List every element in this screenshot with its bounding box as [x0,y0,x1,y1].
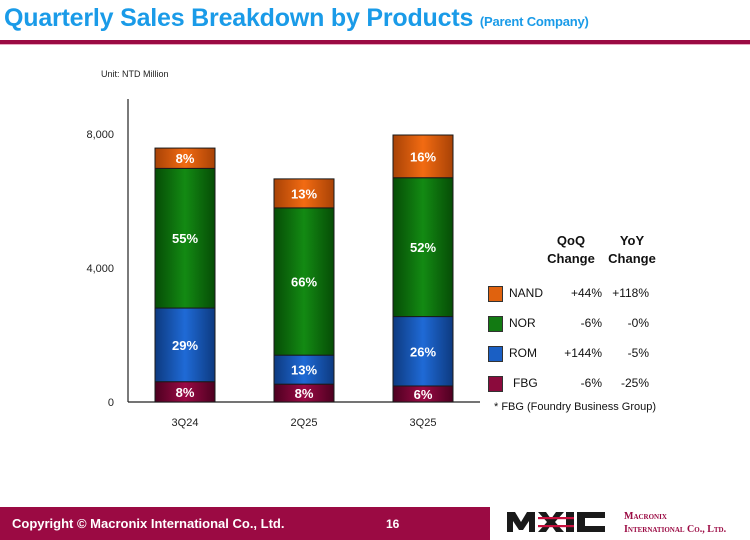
title-main: Quarterly Sales Breakdown by Products [4,4,474,32]
legend-yoy: +118% [612,286,649,300]
bar-segment-rom-2q25 [273,354,335,385]
x-tick-label: 3Q25 [410,417,437,429]
data-label: 66% [291,275,317,290]
legend-name: ROM [509,346,537,360]
legend-qoq: +44% [570,286,602,300]
qoq-header: QoQ Change [541,232,601,268]
bar-segment-nand-2q25 [273,178,335,209]
data-label: 8% [176,151,195,166]
qoq-header-line2: Change [547,251,595,266]
bar-segment-nand-3q24 [154,147,216,169]
x-tick-label: 2Q25 [291,417,318,429]
mxic-logo-icon [507,512,605,532]
yoy-header-line1: YoY [619,233,645,248]
bar-segment-nor-3q24 [154,167,216,309]
legend-row-rom: ROM +144% -5% [484,344,674,364]
company-line2: International Co., Ltd. [624,524,727,535]
legend-swatch-rom [488,346,503,362]
yoy-header-line2: Change [608,251,656,266]
legend-qoq: -6% [580,376,602,390]
legend-row-nand: NAND +44% +118% [484,284,674,304]
data-label: 13% [291,186,317,201]
legend-yoy: -5% [627,346,649,360]
legend-qoq: -6% [580,316,602,330]
legend-name: NAND [509,286,544,300]
unit-label: Unit: NTD Million [101,69,169,79]
footnote: * FBG (Foundry Business Group) [494,401,657,413]
legend-swatch-nor [488,316,503,332]
title-subtitle: (Parent Company) [479,14,589,29]
data-label: 8% [176,385,195,400]
data-label: 13% [291,363,317,378]
data-label: 55% [172,231,198,246]
page-title: Quarterly Sales Breakdown by Products (P… [4,4,589,33]
bar-segment-nor-3q25 [392,177,454,318]
y-tick-label: 0 [108,397,114,409]
y-tick-label: 8,000 [86,129,114,141]
legend-name: NOR [509,316,536,330]
data-label: 29% [172,338,198,353]
legend-swatch-fbg [488,376,503,392]
legend-swatch-nand [488,286,503,302]
legend-row-fbg: FBG -6% -25% [484,374,674,394]
bar-segment-rom-3q24 [154,307,216,383]
yoy-header: YoY Change [602,232,662,268]
data-label: 8% [295,386,314,401]
company-name: Macronix International Co., Ltd. [624,510,726,536]
legend-yoy: -25% [620,376,649,390]
legend-yoy: -0% [627,316,649,330]
legend-name: FBG [513,376,538,390]
x-tick-label: 3Q24 [172,417,199,429]
data-label: 52% [410,240,436,255]
title-divider [0,40,750,44]
page-number: 16 [386,517,400,531]
data-label: 26% [410,344,436,359]
bar-segment-nand-3q25 [392,134,454,179]
company-line1: Macronix [624,511,667,522]
qoq-header-line1: QoQ [556,233,586,248]
legend-row-nor: NOR -6% -0% [484,314,674,334]
bar-segment-rom-3q25 [392,316,454,387]
data-label: 16% [410,149,436,164]
footer-bar: Copyright © Macronix International Co., … [0,507,490,540]
copyright-text: Copyright © Macronix International Co., … [12,516,285,531]
stacked-bar-chart: 0 4,000 8,000 8% 29% 55% 8% 3Q24 8% 13% 66% 13% 2Q2… [86,99,480,429]
bar-segment-nor-2q25 [273,207,335,356]
legend-qoq: +144% [564,346,602,360]
y-tick-label: 4,000 [86,263,114,275]
data-label: 6% [414,387,433,402]
